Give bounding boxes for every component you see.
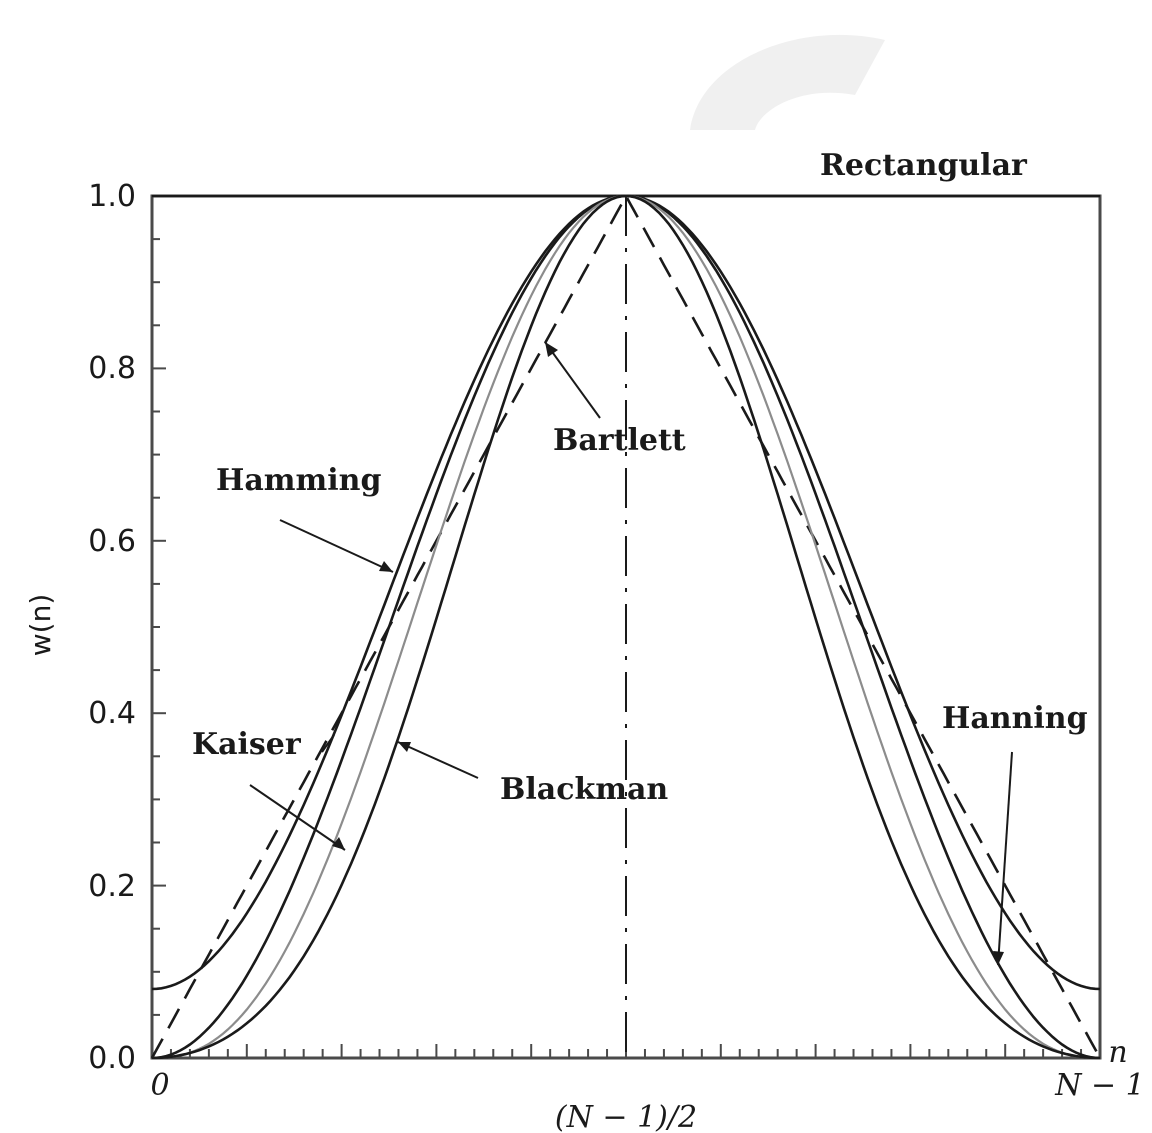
label-rectangular: Rectangular: [820, 148, 1028, 183]
series-line-hamming: [151, 194, 1101, 991]
hamming-arrowhead: [379, 561, 393, 572]
series-line-bartlett: [150, 193, 1102, 1059]
y-tick-label: 0.4: [88, 696, 136, 731]
x-axis-symbol: n: [1108, 1035, 1127, 1070]
x-tick-label-end: N − 1: [1054, 1068, 1145, 1103]
blackman-arrow: [397, 741, 479, 779]
arrowheads: [332, 342, 1004, 965]
y-tick-label: 0.0: [88, 1041, 136, 1076]
y-tick-label: 0.6: [88, 524, 136, 559]
series-layer: [150, 193, 1102, 1060]
label-hanning: Hanning: [942, 701, 1088, 736]
kaiser-arrowhead: [332, 837, 345, 850]
bartlett-arrowhead: [545, 342, 558, 357]
x-tick-label-start: 0: [150, 1068, 169, 1103]
hanning-arrowhead: [993, 951, 1004, 965]
y-axis-label: w(n): [24, 594, 57, 657]
y-tick-label: 0.8: [88, 351, 136, 386]
label-bartlett: Bartlett: [553, 423, 686, 458]
label-hamming: Hamming: [216, 463, 381, 498]
series-line-blackman: [151, 194, 1101, 1060]
blackman-arrowhead: [398, 742, 411, 752]
y-tick-label: 1.0: [88, 179, 136, 214]
kaiser-arrow-upper: [321, 734, 335, 753]
y-tick-label: 0.2: [88, 869, 136, 904]
label-kaiser: Kaiser: [192, 727, 302, 762]
hanning-arrow: [997, 751, 1013, 966]
kaiser-arrow: [249, 784, 346, 851]
label-blackman: Blackman: [500, 772, 668, 807]
y-tick-labels: 0.0 0.2 0.4 0.6 0.8 1.0: [88, 179, 136, 1076]
annotation-arrows: [249, 341, 1013, 966]
watermark-arc: [690, 34, 885, 130]
x-tick-label-middle: (N − 1)/2: [555, 1100, 697, 1133]
axis-ticks: [151, 195, 1101, 1059]
bartlett-arrow: [544, 341, 601, 419]
hamming-arrow: [279, 519, 394, 573]
